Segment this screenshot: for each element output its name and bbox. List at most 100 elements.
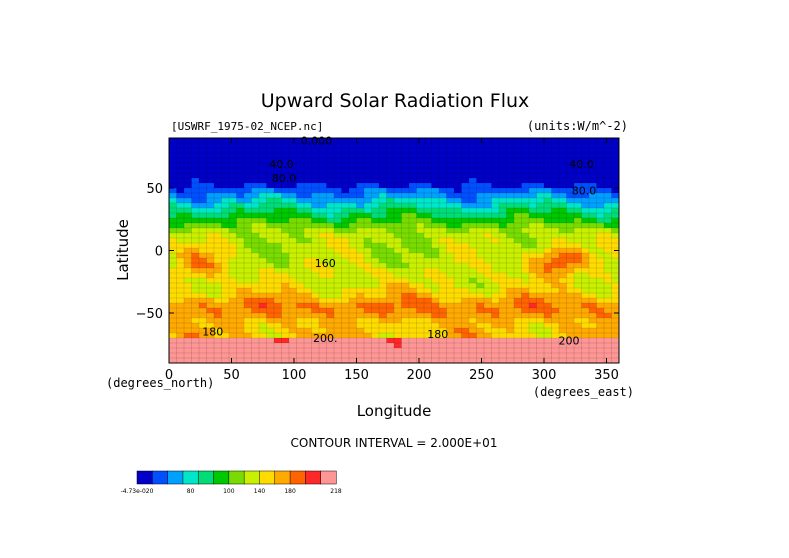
field-cell [288, 342, 298, 349]
field-cell [558, 257, 568, 264]
field-cell [596, 287, 605, 294]
field-cell [438, 162, 448, 169]
field-cell [543, 212, 553, 219]
field-cell [483, 152, 493, 159]
field-cell [318, 182, 328, 189]
field-cell [416, 347, 425, 354]
field-cell [408, 342, 418, 349]
field-cell [453, 207, 463, 214]
field-cell [461, 217, 470, 224]
field-cell [438, 222, 448, 229]
field-cell [266, 267, 275, 274]
field-cell [273, 192, 283, 199]
field-cell [183, 282, 193, 289]
field-cell [536, 252, 545, 259]
field-cell [296, 152, 305, 159]
field-cell [513, 322, 523, 329]
field-cell [483, 332, 493, 339]
field-cell [446, 177, 455, 184]
field-cell [573, 292, 583, 299]
field-cell [183, 342, 193, 349]
field-cell [596, 277, 605, 284]
field-cell [536, 352, 545, 359]
field-cell [183, 162, 193, 169]
field-cell [401, 197, 410, 204]
x-tick-label: 0 [165, 368, 173, 383]
field-cell [273, 147, 283, 154]
field-cell [543, 217, 553, 224]
field-cell [281, 297, 290, 304]
field-cell [506, 202, 515, 209]
field-cell [476, 222, 485, 229]
field-cell [431, 177, 440, 184]
field-cell [506, 312, 515, 319]
field-cell [423, 342, 433, 349]
field-cell [333, 292, 343, 299]
field-cell [431, 352, 440, 359]
field-cell [266, 332, 275, 339]
field-cell [528, 262, 538, 269]
field-cell [356, 217, 365, 224]
field-cell [348, 267, 358, 274]
field-cell [423, 227, 433, 234]
field-cell [401, 217, 410, 224]
field-cell [468, 247, 478, 254]
field-cell [536, 172, 545, 179]
field-cell [206, 312, 215, 319]
field-cell [288, 287, 298, 294]
field-cell [603, 227, 613, 234]
field-cell [183, 227, 193, 234]
field-cell [206, 252, 215, 259]
field-cell [408, 202, 418, 209]
field-cell [206, 147, 215, 154]
field-cell [198, 237, 208, 244]
field-cell [371, 332, 380, 339]
field-cell [573, 222, 583, 229]
field-cell [498, 292, 508, 299]
field-cell [206, 337, 215, 344]
field-cell [176, 227, 185, 234]
field-cell [401, 192, 410, 199]
field-cell [371, 267, 380, 274]
field-cell [326, 167, 335, 174]
field-cell [588, 252, 598, 259]
field-cell [498, 247, 508, 254]
field-cell [543, 277, 553, 284]
field-cell [378, 302, 388, 309]
field-cell [468, 232, 478, 239]
field-cell [348, 262, 358, 269]
field-cell [596, 138, 605, 144]
field-cell [476, 322, 485, 329]
field-cell [311, 352, 320, 359]
field-cell [521, 162, 530, 169]
field-cell [468, 157, 478, 164]
field-cell [326, 272, 335, 279]
field-cell [356, 237, 365, 244]
field-cell [446, 217, 455, 224]
field-cell [378, 172, 388, 179]
field-cell [183, 312, 193, 319]
field-cell [566, 297, 575, 304]
field-cell [438, 257, 448, 264]
field-cell [326, 232, 335, 239]
field-cell [236, 167, 245, 174]
field-cell [371, 347, 380, 354]
field-cell [513, 307, 523, 314]
field-cell [431, 287, 440, 294]
field-cell [198, 242, 208, 249]
field-cell [273, 352, 283, 359]
field-cell [393, 237, 403, 244]
field-cell [393, 222, 403, 229]
field-cell [401, 327, 410, 334]
field-cell [438, 277, 448, 284]
field-cell [528, 232, 538, 239]
field-cell [198, 277, 208, 284]
field-cell [333, 147, 343, 154]
field-cell [611, 322, 619, 329]
field-cell [431, 222, 440, 229]
field-cell [258, 337, 268, 344]
field-cell [311, 227, 320, 234]
field-cell [356, 167, 365, 174]
field-cell [228, 327, 238, 334]
field-cell [318, 147, 328, 154]
